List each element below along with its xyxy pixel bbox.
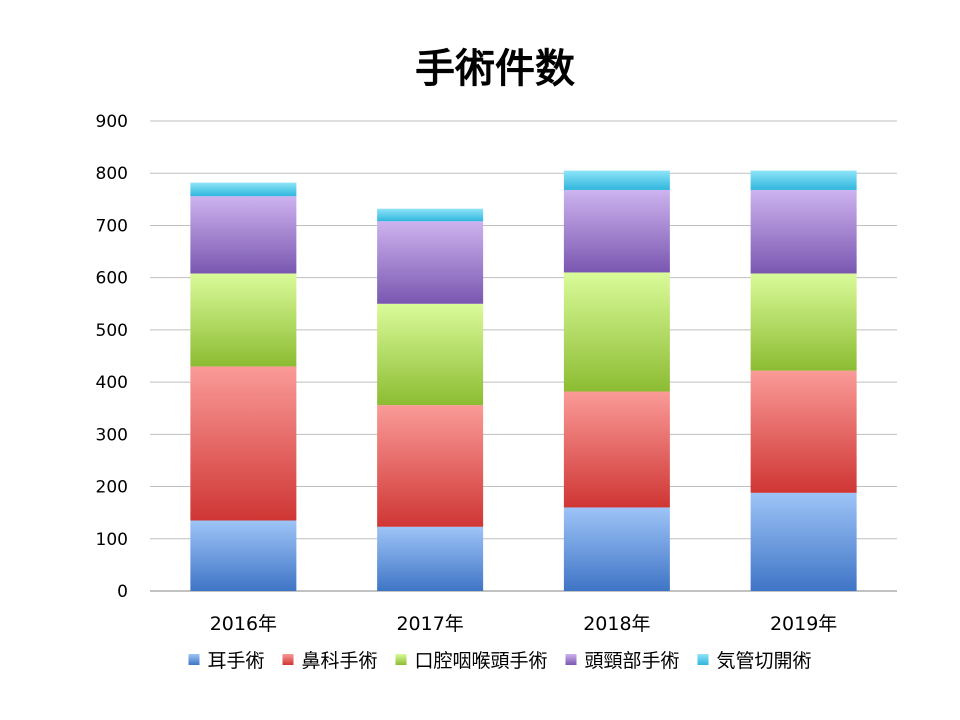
bar-segment-series-0 xyxy=(563,507,670,591)
bar-segment-series-4 xyxy=(377,208,484,222)
bar-segment-series-2 xyxy=(563,272,670,392)
bar-segment-series-3 xyxy=(190,196,297,274)
legend-item: 鼻科手術 xyxy=(282,650,378,672)
y-tick-label: 100 xyxy=(96,530,128,550)
bar-segment-series-4 xyxy=(750,170,857,190)
y-tick-label: 500 xyxy=(96,321,128,341)
bar-segment-series-1 xyxy=(190,366,297,521)
bar-segment-series-4 xyxy=(190,182,297,197)
x-category-label: 2017年 xyxy=(396,613,463,635)
bar-stack xyxy=(377,208,484,591)
bars xyxy=(190,170,857,591)
x-axis-category-labels: 2016年 2017年 2018年 2019年 xyxy=(210,613,838,635)
y-tick-label: 800 xyxy=(96,164,128,184)
bar-stack xyxy=(190,182,297,591)
x-category-label: 2016年 xyxy=(210,613,277,635)
legend-item: 口腔咽喉頭手術 xyxy=(395,650,548,672)
legend-label: 鼻科手術 xyxy=(302,650,378,672)
bar-segment-series-4 xyxy=(563,170,670,190)
bar-segment-series-0 xyxy=(377,526,484,591)
bar-segment-series-2 xyxy=(190,273,297,367)
bar-segment-series-1 xyxy=(750,370,857,493)
y-tick-label: 0 xyxy=(117,582,128,602)
bar-segment-series-0 xyxy=(190,520,297,591)
legend-swatch xyxy=(565,654,577,665)
x-category-label: 2018年 xyxy=(583,613,650,635)
x-category-label: 2019年 xyxy=(770,613,837,635)
bar-stack xyxy=(750,170,857,591)
y-tick-label: 200 xyxy=(96,478,128,498)
legend-label: 耳手術 xyxy=(208,650,265,672)
bar-segment-series-2 xyxy=(750,273,857,371)
y-tick-label: 900 xyxy=(96,112,128,132)
bar-segment-series-3 xyxy=(377,221,484,304)
legend-item: 頭頸部手術 xyxy=(565,650,680,672)
y-axis-tick-labels: 0 100 200 300 400 500 600 700 800 900 xyxy=(96,112,128,602)
bar-segment-series-1 xyxy=(377,405,484,527)
legend-swatch xyxy=(395,654,407,665)
y-tick-label: 600 xyxy=(96,269,128,289)
bar-segment-series-0 xyxy=(750,492,857,591)
legend-item: 耳手術 xyxy=(188,650,265,672)
legend-swatch xyxy=(697,654,709,665)
bar-segment-series-2 xyxy=(377,303,484,406)
bar-segment-series-3 xyxy=(750,189,857,274)
bar-stack xyxy=(563,170,670,591)
chart-title: 手術件数 xyxy=(415,46,575,92)
legend: 耳手術 鼻科手術 口腔咽喉頭手術 頭頸部手術 気管切開術 xyxy=(188,650,812,672)
legend-label: 口腔咽喉頭手術 xyxy=(415,650,548,672)
legend-label: 気管切開術 xyxy=(717,650,812,672)
y-tick-label: 700 xyxy=(96,216,128,236)
y-tick-label: 300 xyxy=(96,425,128,445)
bar-segment-series-3 xyxy=(563,189,670,273)
legend-swatch xyxy=(188,654,200,665)
legend-swatch xyxy=(282,654,294,665)
bar-segment-series-1 xyxy=(563,391,670,508)
legend-label: 頭頸部手術 xyxy=(585,650,680,672)
legend-item: 気管切開術 xyxy=(697,650,812,672)
y-tick-label: 400 xyxy=(96,373,128,393)
